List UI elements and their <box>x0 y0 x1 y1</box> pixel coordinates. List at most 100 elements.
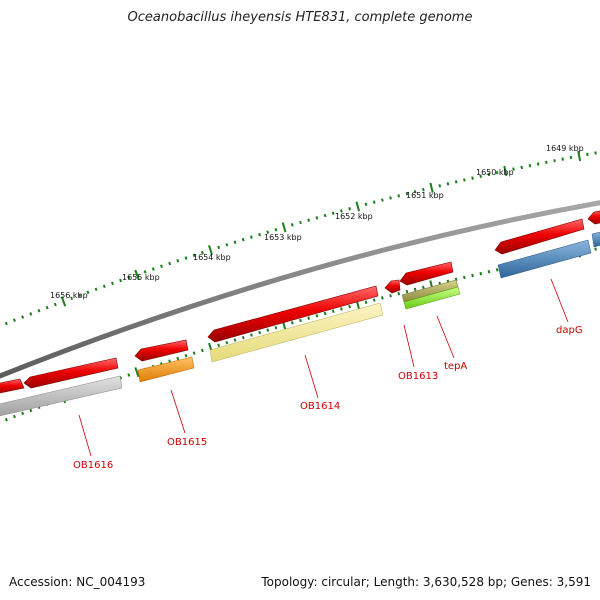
outer-scale-minor-tick <box>192 253 196 258</box>
scale-label-1652: 1652 kbp <box>335 212 373 221</box>
inner-scale-minor-tick <box>397 291 401 296</box>
inner-scale-minor-tick <box>217 343 221 347</box>
outer-scale-major-tick <box>577 150 582 162</box>
gene-arrow-ob1613[interactable] <box>384 279 401 294</box>
outer-scale-minor-tick <box>274 228 278 232</box>
leader-ob1614 <box>304 354 319 399</box>
inner-scale-minor-tick <box>4 417 8 422</box>
gene-label-ob1616[interactable]: OB1616 <box>73 460 113 471</box>
inner-scale-minor-tick <box>233 338 237 342</box>
cds-bar-ob1615[interactable] <box>137 356 195 383</box>
gene-arrow-ob1614[interactable] <box>207 285 379 343</box>
scale-label-1650: 1650 kbp <box>476 168 514 177</box>
outer-scale-minor-tick <box>528 164 532 168</box>
outer-scale-minor-tick <box>110 281 114 286</box>
outer-scale-minor-tick <box>487 172 491 177</box>
inner-scale-minor-tick <box>307 316 311 320</box>
inner-scale-minor-tick <box>315 314 319 318</box>
accession-label: Accession: NC_004193 <box>9 575 146 589</box>
cds-bar-ob1616[interactable] <box>0 375 123 417</box>
outer-scale-minor-tick <box>569 155 573 160</box>
outer-scale-minor-tick <box>594 151 597 155</box>
outer-scale-minor-tick <box>307 218 311 222</box>
gene-arrow-dapg[interactable] <box>494 218 585 255</box>
gene-label-ob1614[interactable]: OB1614 <box>300 401 340 412</box>
inner-scale-minor-tick <box>21 411 25 416</box>
outer-scale-minor-tick <box>78 293 82 298</box>
gene-label-ob1615[interactable]: OB1615 <box>167 437 207 448</box>
inner-scale-minor-tick <box>381 296 384 300</box>
outer-scale-minor-tick <box>405 192 409 196</box>
outer-scale-minor-tick <box>454 180 458 184</box>
inner-scale-minor-tick <box>479 271 483 276</box>
outer-scale-minor-tick <box>545 160 548 165</box>
gene-labels: dapG tepA OB1613 OB1614 OB1615 OB1616 <box>73 325 583 471</box>
outer-scale-minor-tick <box>479 174 482 178</box>
outer-scale-major-tick <box>134 269 140 280</box>
outer-scale-minor-tick <box>586 152 589 157</box>
gene-label-dapg[interactable]: dapG <box>556 325 583 336</box>
outer-scale-minor-tick <box>29 312 33 316</box>
outer-scale-major-tick <box>281 222 287 233</box>
outer-scale-minor-tick <box>4 321 8 326</box>
cds-bar-dapg[interactable] <box>497 239 592 279</box>
genome-backbone <box>0 200 600 379</box>
outer-scale-minor-tick <box>151 267 155 271</box>
outer-scale-minor-tick <box>94 287 98 292</box>
outer-scale-minor-tick <box>241 237 245 242</box>
inner-scale-minor-tick <box>127 373 131 377</box>
inner-scale-minor-tick <box>594 247 597 251</box>
inner-scale-minor-tick <box>422 285 425 290</box>
inner-scale-minor-tick <box>192 351 196 355</box>
inner-scale-major-tick <box>134 367 140 378</box>
outer-scale-minor-tick <box>381 198 384 202</box>
outer-scale-minor-tick <box>438 184 442 188</box>
outer-scale-minor-tick <box>512 167 515 171</box>
outer-scale-major-tick <box>208 244 213 256</box>
outer-scale-minor-tick <box>290 223 294 227</box>
outer-scale-minor-tick <box>168 261 172 266</box>
inner-scale-minor-tick <box>389 294 392 298</box>
outer-scale-minor-tick <box>127 275 131 280</box>
outer-scale-minor-tick <box>446 182 450 186</box>
outer-scale-minor-tick <box>389 196 392 200</box>
gene-arrow-ob1615[interactable] <box>134 339 189 362</box>
outer-scale-minor-tick <box>233 240 237 244</box>
scale-label-1656: 1656 kbp <box>50 291 88 300</box>
inner-scale-minor-tick <box>12 414 16 419</box>
gene-arrow-teph[interactable] <box>399 261 454 286</box>
outer-scale-minor-tick <box>315 216 319 220</box>
inner-scale-minor-tick <box>331 309 335 313</box>
gene-arrow-ob1617[interactable] <box>0 378 25 394</box>
cds-bar-next[interactable] <box>591 231 600 248</box>
scale-label-1654: 1654 kbp <box>193 253 231 262</box>
outer-scale-minor-tick <box>217 245 221 250</box>
gene-label-ob1613[interactable]: OB1613 <box>398 371 438 382</box>
inner-scale-minor-tick <box>454 277 458 282</box>
outer-scale-minor-tick <box>340 209 343 213</box>
gene-arrow-ob1616[interactable] <box>23 357 119 389</box>
outer-scale-minor-tick <box>70 296 74 301</box>
inner-scale-minor-tick <box>266 328 270 332</box>
outer-scale-minor-tick <box>86 290 90 295</box>
inner-scale-minor-tick <box>405 289 409 294</box>
gene-label-tepa[interactable]: tepA <box>444 361 467 372</box>
inner-scale-minor-tick <box>290 321 294 325</box>
outer-scale-major-tick <box>355 201 361 212</box>
outer-scale-minor-tick <box>102 284 106 289</box>
genome-summary-label: Topology: circular; Length: 3,630,528 bp… <box>261 575 591 589</box>
inner-scale-minor-tick <box>340 307 343 311</box>
cds-bar-tepa-2[interactable] <box>403 286 461 310</box>
outer-scale-minor-tick <box>364 202 368 207</box>
gene-arrow-next[interactable] <box>587 210 600 225</box>
outer-scale-minor-tick <box>45 305 49 310</box>
inner-scale-minor-tick <box>299 318 302 323</box>
leader-ob1616 <box>78 414 92 457</box>
outer-scale-minor-tick <box>397 194 401 198</box>
cds-bar-ob1614[interactable] <box>209 302 384 363</box>
inner-scale-minor-tick <box>487 269 491 274</box>
inner-scale-minor-tick <box>463 275 466 280</box>
outer-scale-minor-tick <box>225 243 229 247</box>
outer-scale-minor-tick <box>258 232 261 237</box>
